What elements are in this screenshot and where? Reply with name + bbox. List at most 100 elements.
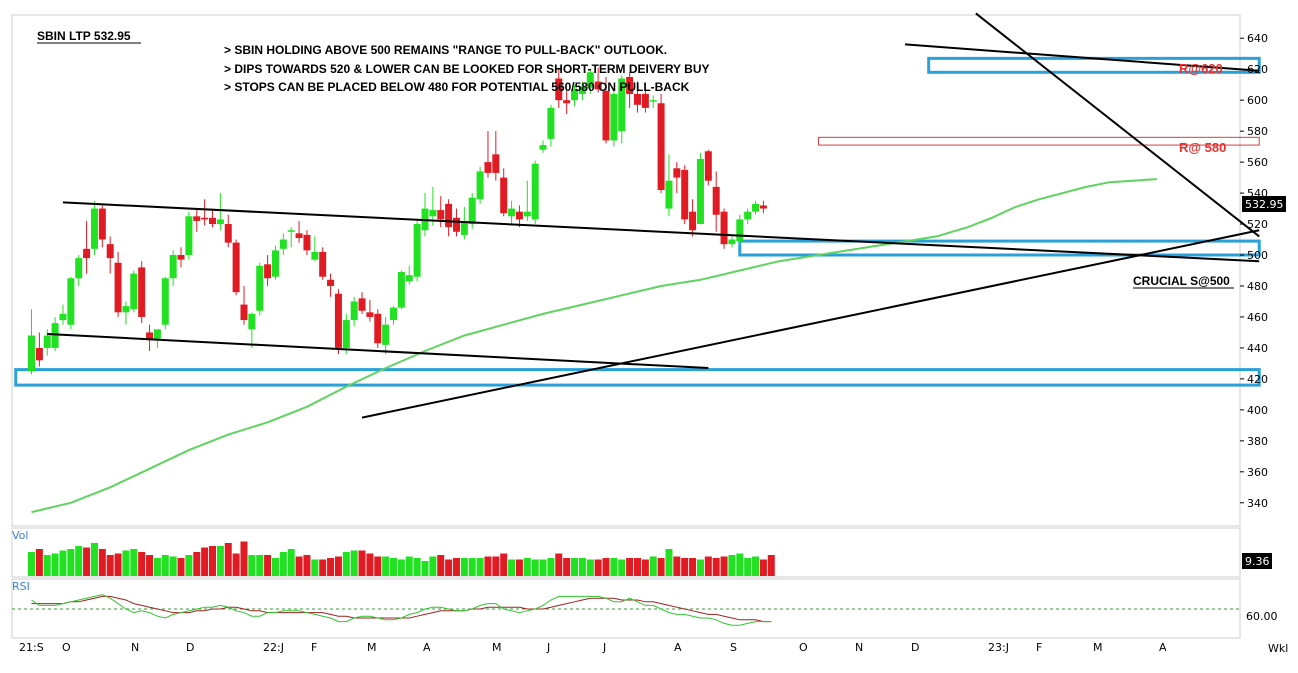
candle-down (492, 154, 500, 173)
candle-up (43, 335, 51, 348)
candle-up (571, 89, 579, 101)
volume-bar (59, 550, 67, 576)
candle-up (649, 100, 657, 102)
volume-bar (177, 558, 185, 576)
volume-bar (586, 559, 594, 576)
volume-bar (185, 555, 193, 576)
volume-bar (500, 553, 508, 576)
x-month-label: F (1036, 641, 1042, 654)
volume-bar (515, 559, 523, 576)
candle-down (201, 217, 209, 220)
volume-bar (397, 559, 405, 576)
volume-bar (602, 558, 610, 576)
note-1: > SBIN HOLDING ABOVE 500 REMAINS "RANGE … (224, 43, 667, 57)
candle-up (736, 219, 744, 242)
candle-up (523, 211, 531, 217)
candle-down (295, 233, 303, 238)
candle-up (153, 329, 161, 339)
volume-bar (641, 559, 649, 576)
moving-average-line (31, 178, 1157, 514)
candle-down (720, 211, 728, 245)
volume-bar (452, 558, 460, 576)
channel-lower (47, 332, 709, 370)
candle-down (240, 304, 248, 321)
volume-bar (248, 555, 256, 576)
downtrend-from-high (975, 12, 1260, 238)
r620-label: R@620 (1179, 61, 1223, 76)
volume-bar (736, 553, 744, 576)
volume-bar (35, 549, 43, 576)
volume-bar (696, 559, 704, 576)
volume-bar (460, 558, 468, 576)
candle-down (106, 244, 114, 259)
candle-down (452, 217, 460, 232)
x-month-label: F (311, 641, 317, 654)
candle-up (311, 251, 319, 260)
candle-down (319, 251, 327, 277)
volume-bar (374, 556, 382, 576)
volume-bar (767, 555, 775, 576)
volume-bar (547, 558, 555, 576)
volume-bar (264, 555, 272, 576)
candle-up (752, 203, 760, 212)
candle-up (185, 216, 193, 256)
price-tag-text: 532.95 (1245, 198, 1284, 211)
volume-bar (216, 546, 224, 576)
candle-down (98, 208, 106, 240)
volume-bar (334, 556, 342, 576)
price-tag (1242, 195, 1286, 212)
volume-bar (138, 552, 146, 576)
candle-up (248, 313, 256, 330)
candle-down (232, 242, 240, 293)
rising-support (361, 229, 1260, 419)
volume-bar (657, 558, 665, 576)
volume-bar (350, 550, 358, 576)
volume-bar (571, 558, 579, 576)
candle-down (83, 248, 91, 259)
s500-zone (738, 239, 1261, 257)
volume-bar (358, 550, 366, 576)
volume-bar (492, 556, 500, 576)
volume-bar (484, 556, 492, 576)
candle-up (508, 208, 516, 217)
volume-bar (43, 555, 51, 576)
note-3: > STOPS CAN BE PLACED BELOW 480 FOR POTE… (224, 80, 690, 94)
rsi-tag-text: 60.00 (1246, 610, 1278, 623)
volume-bar (618, 559, 626, 576)
volume-bar (311, 559, 319, 576)
timeframe-label: Wkl (1268, 642, 1288, 655)
volume-bar (405, 556, 413, 576)
volume-bar (271, 558, 279, 576)
volume-bar (130, 549, 138, 576)
x-month-label: N (131, 641, 139, 654)
y-tick-label: 600 (1247, 94, 1268, 107)
volume-bar (90, 543, 98, 576)
volume-bar (468, 558, 476, 576)
volume-bar (673, 556, 681, 576)
volume-bar (445, 559, 453, 576)
r580-label: R@ 580 (1179, 140, 1226, 155)
candle-up (476, 171, 484, 200)
candle-up (342, 320, 350, 348)
candle-down (500, 177, 508, 214)
y-axis-ticks: 3403603804004204404604805005205405605806… (1240, 32, 1268, 510)
candle-down (626, 76, 634, 94)
volume-bar (578, 558, 586, 576)
resistance-top (904, 43, 1260, 72)
y-tick-label: 500 (1247, 249, 1268, 262)
candle-up (271, 250, 279, 277)
candle-up (161, 278, 169, 325)
x-month-label: O (799, 641, 808, 654)
y-tick-label: 340 (1247, 497, 1268, 510)
volume-bar (201, 547, 209, 576)
volume-bar (508, 559, 516, 576)
candle-up (586, 72, 594, 88)
candle-up (59, 313, 67, 321)
candle-up (618, 78, 626, 132)
volume-bar (67, 549, 75, 576)
x-month-label: M (367, 641, 377, 654)
y-tick-label: 520 (1247, 218, 1268, 231)
s420-zone (14, 368, 1261, 387)
volume-bar (51, 553, 59, 576)
